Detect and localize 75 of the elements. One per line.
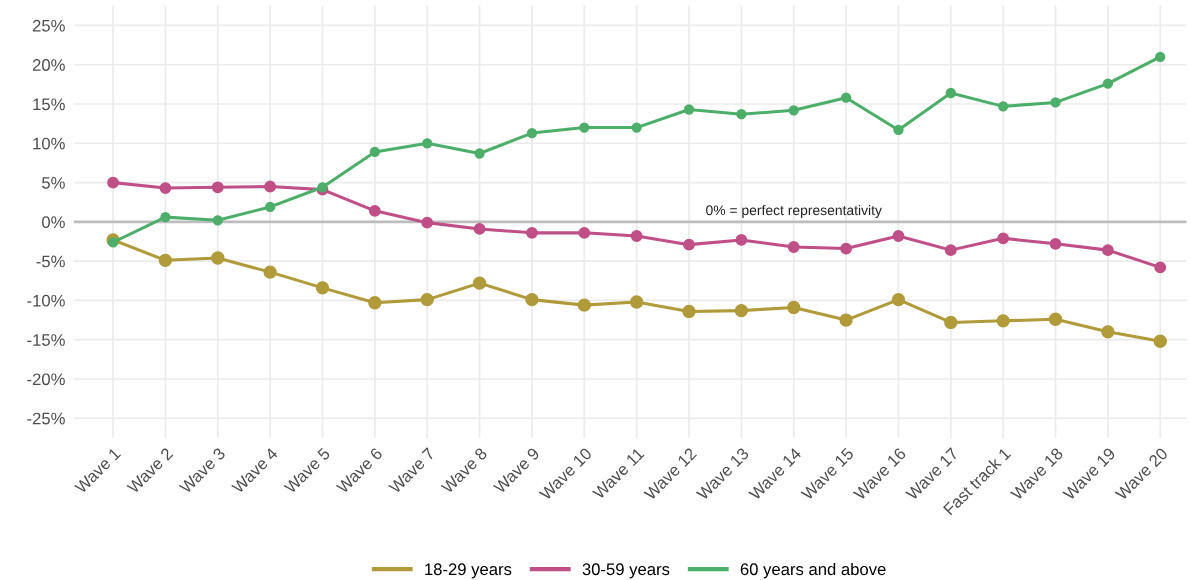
point (526, 226, 538, 239)
point (629, 295, 644, 309)
y-tick-label: 10% (33, 137, 65, 150)
y-tick-label: 25% (32, 19, 65, 32)
point (1101, 325, 1115, 339)
point (683, 104, 695, 115)
point (1048, 312, 1063, 326)
point (945, 87, 956, 99)
y-tick-label: 15% (33, 98, 65, 111)
point (369, 146, 380, 158)
y-tick-label: 20% (32, 59, 65, 71)
point (473, 223, 486, 235)
point (107, 237, 119, 248)
legend-label: 60 years and above (740, 562, 886, 579)
point (893, 124, 904, 136)
point (998, 101, 1009, 112)
point (264, 180, 277, 193)
point (631, 122, 642, 133)
point (944, 315, 958, 330)
y-tick-label: -10% (27, 294, 65, 307)
point (211, 181, 224, 194)
point (107, 176, 119, 189)
point (211, 251, 225, 265)
point (891, 292, 906, 307)
point (525, 292, 539, 307)
point (421, 216, 434, 229)
point (1155, 51, 1166, 63)
point (630, 230, 643, 242)
point (683, 238, 695, 251)
point (212, 215, 223, 226)
point (996, 314, 1010, 328)
legend-label: 18-29 years (425, 563, 512, 579)
y-tick-label: 5% (42, 177, 65, 189)
point (420, 292, 434, 307)
point (839, 313, 853, 327)
point (787, 241, 800, 253)
y-tick-label: -20% (27, 373, 65, 386)
point (315, 281, 330, 295)
point (1154, 261, 1167, 274)
point (474, 148, 485, 159)
point (944, 244, 957, 257)
point (526, 127, 538, 139)
point (1153, 334, 1167, 348)
point (579, 122, 590, 133)
point (1102, 78, 1114, 89)
point (264, 201, 276, 213)
point (472, 276, 487, 290)
y-tick-label: -15% (27, 334, 65, 346)
point (1050, 97, 1061, 108)
point (892, 230, 905, 242)
point (422, 138, 433, 149)
point (1049, 237, 1062, 250)
point (997, 232, 1010, 245)
point (735, 234, 748, 246)
point (368, 204, 381, 217)
point (263, 265, 277, 279)
legend-label: 30-59 years (582, 563, 670, 579)
point (158, 253, 173, 268)
point (160, 211, 171, 223)
point (1101, 244, 1114, 257)
point (734, 303, 749, 318)
point (682, 304, 696, 319)
y-tick-label: -5% (36, 255, 65, 268)
point (736, 109, 747, 120)
point (578, 226, 591, 239)
point (840, 92, 852, 103)
point (159, 182, 172, 194)
point (840, 242, 852, 255)
point (787, 300, 801, 315)
y-tick-label: -25% (27, 412, 65, 425)
ref-line-label: 0% = perfect representativity (706, 204, 882, 218)
point (368, 296, 382, 310)
y-tick-label: 0% (42, 216, 65, 229)
point (788, 105, 799, 116)
point (577, 298, 591, 312)
